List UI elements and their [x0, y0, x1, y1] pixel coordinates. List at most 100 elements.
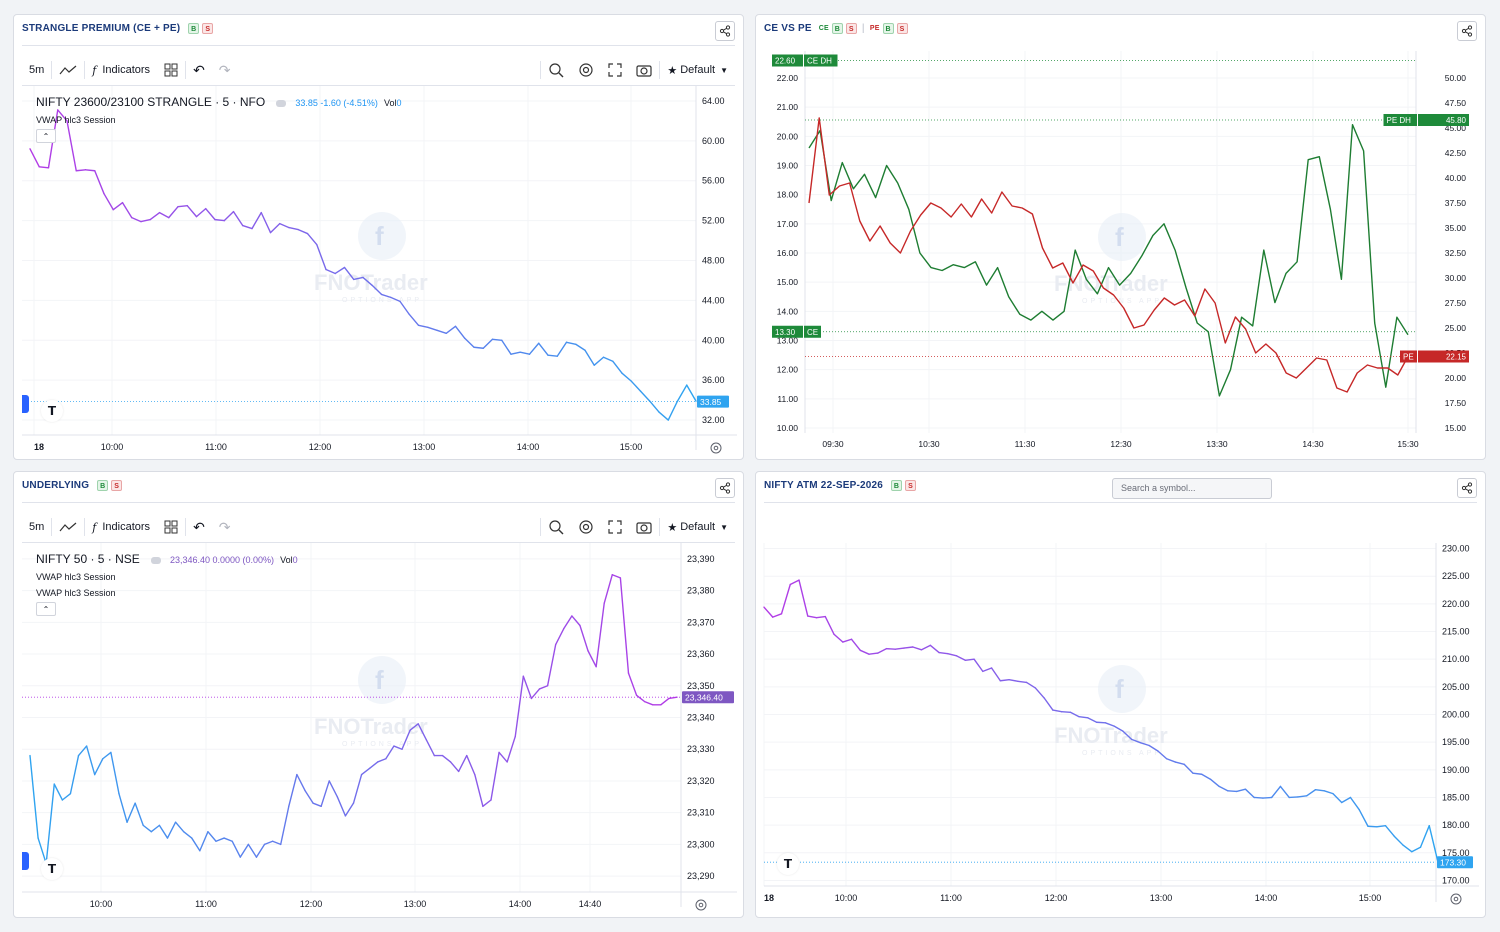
atm-price-chart[interactable]: 230.00 225.00 220.00 215.00 210.00 205.00 200.… — [756, 543, 1486, 918]
left-y-tick-label: 12.00 — [777, 365, 799, 375]
volume-label: Vol — [280, 555, 293, 565]
price-line-segment — [223, 837, 233, 842]
price-line-segment — [1209, 778, 1220, 788]
chart-type-button[interactable] — [52, 56, 84, 84]
price-line-segment — [279, 222, 290, 229]
share-button[interactable] — [1457, 478, 1477, 498]
price-line-segment — [1297, 795, 1308, 798]
collapse-legend-button[interactable]: ⌃ — [36, 129, 56, 143]
price-line-segment — [457, 754, 468, 773]
symbol-search-input[interactable]: Search a symbol... — [1112, 478, 1272, 499]
screenshot-button[interactable] — [629, 513, 659, 541]
templates-button[interactable] — [157, 513, 185, 541]
settings-button[interactable] — [571, 513, 601, 541]
price-line-segment — [1034, 687, 1045, 699]
price-line-segment — [1218, 785, 1229, 792]
chart-type-button[interactable] — [52, 513, 84, 541]
price-line-segment — [630, 380, 642, 392]
interval-selector[interactable]: 5m — [29, 521, 45, 533]
templates-button[interactable] — [157, 56, 185, 84]
indicator-label[interactable]: VWAP hlc3 Session — [36, 115, 116, 125]
x-tick-label: 15:30 — [1397, 439, 1419, 449]
share-button[interactable] — [1457, 21, 1477, 41]
price-line-segment — [110, 751, 120, 795]
ce-vs-pe-chart[interactable]: 22.00 21.00 20.00 19.00 18.00 17.00 16.00 15.00… — [756, 51, 1486, 460]
collapse-legend-button[interactable]: ⌃ — [36, 602, 56, 616]
price-line-segment — [352, 773, 363, 804]
buy-badge[interactable]: B — [97, 480, 109, 491]
price-line-segment — [947, 652, 958, 657]
fullscreen-button[interactable] — [601, 513, 629, 541]
panel-title: UNDERLYING B S — [22, 480, 123, 491]
quick-search-button[interactable] — [541, 56, 571, 84]
ce-buy-badge[interactable]: B — [831, 23, 843, 34]
sell-badge[interactable]: S — [111, 480, 123, 491]
x-tick-label: 14:30 — [1302, 439, 1324, 449]
chevron-down-icon: ▼ — [720, 522, 728, 532]
legend-toggle[interactable] — [276, 99, 287, 107]
volume-value: 0 — [396, 98, 402, 108]
symbol-label[interactable]: NIFTY 50 · 5 · NSE — [36, 552, 140, 566]
price-line-segment — [619, 577, 630, 674]
undo-button[interactable]: ↶ — [186, 513, 212, 541]
y-tick-label: 23,300 — [687, 839, 715, 849]
price-line-segment — [61, 792, 72, 801]
price-line-segment — [255, 843, 266, 858]
indicator-label[interactable]: VWAP hlc3 Session — [36, 572, 116, 582]
price-line-segment — [409, 723, 419, 731]
left-y-tick-label: 15.00 — [777, 277, 799, 287]
sell-badge[interactable]: S — [905, 480, 917, 491]
price-line-segment — [833, 633, 844, 643]
pe-sell-badge[interactable]: S — [896, 23, 908, 34]
share-button[interactable] — [715, 21, 735, 41]
share-button[interactable] — [715, 478, 735, 498]
price-line-segment — [1078, 716, 1089, 719]
redo-button[interactable]: ↷ — [212, 56, 238, 84]
sell-badge[interactable]: S — [202, 23, 214, 34]
indicator-label-2[interactable]: VWAP hlc3 Session — [36, 588, 116, 598]
marker-name-bg — [1383, 114, 1417, 126]
x-tick-label: 12:00 — [309, 442, 332, 452]
price-line-segment — [1130, 738, 1142, 744]
indicators-button[interactable]: f Indicators — [85, 56, 157, 84]
legend-toggle[interactable] — [150, 556, 161, 564]
strangle-price-chart[interactable]: 64.00 60.00 56.00 52.00 48.00 44.00 40.00 36.00… — [14, 86, 744, 460]
price-line-segment — [288, 226, 299, 231]
price-line-segment — [1402, 844, 1413, 853]
interval-selector[interactable]: 5m — [29, 64, 45, 76]
marker-value-label: 22.60 — [775, 57, 796, 66]
ce-sell-badge[interactable]: S — [845, 23, 857, 34]
buy-badge[interactable]: B — [891, 480, 903, 491]
pe-buy-badge[interactable]: B — [882, 23, 894, 34]
buy-badge[interactable]: B — [188, 23, 200, 34]
x-tick-label: 13:00 — [1150, 893, 1173, 903]
watermark-subtext: OPTIONS APP — [342, 297, 422, 304]
drawing-toolbar-toggle[interactable] — [22, 852, 29, 870]
price-line-segment — [399, 300, 410, 316]
undo-button[interactable]: ↶ — [186, 56, 212, 84]
price-line-segment — [676, 384, 688, 402]
layout-button[interactable]: ★ Default ▼ — [660, 513, 735, 541]
price-line-segment — [1017, 680, 1028, 684]
price-line-segment — [482, 799, 492, 808]
indicators-button[interactable]: f Indicators — [85, 513, 157, 541]
share-icon — [719, 482, 731, 494]
price-line-segment — [584, 349, 595, 366]
y-tick-label: 230.00 — [1442, 544, 1470, 554]
share-icon — [1461, 25, 1473, 37]
price-line-segment — [118, 792, 128, 823]
underlying-price-chart[interactable]: 23,390 23,380 23,370 23,360 23,350 23,340 23,3… — [14, 543, 744, 918]
symbol-label[interactable]: NIFTY 23600/23100 STRANGLE · 5 · NFO — [36, 95, 266, 109]
left-y-tick-label: 19.00 — [777, 161, 799, 171]
fullscreen-button[interactable] — [601, 56, 629, 84]
undo-icon: ↶ — [193, 61, 205, 78]
drawing-toolbar-toggle[interactable] — [22, 395, 29, 413]
chart-toolbar: 5m f Indicators ↶ ↷ ★ Default ▼ — [22, 513, 735, 541]
price-line-segment — [214, 218, 225, 222]
settings-button[interactable] — [571, 56, 601, 84]
quick-search-button[interactable] — [541, 513, 571, 541]
redo-button[interactable]: ↷ — [212, 513, 238, 541]
price-line-segment — [1288, 796, 1299, 799]
layout-button[interactable]: ★ Default ▼ — [660, 56, 735, 84]
screenshot-button[interactable] — [629, 56, 659, 84]
